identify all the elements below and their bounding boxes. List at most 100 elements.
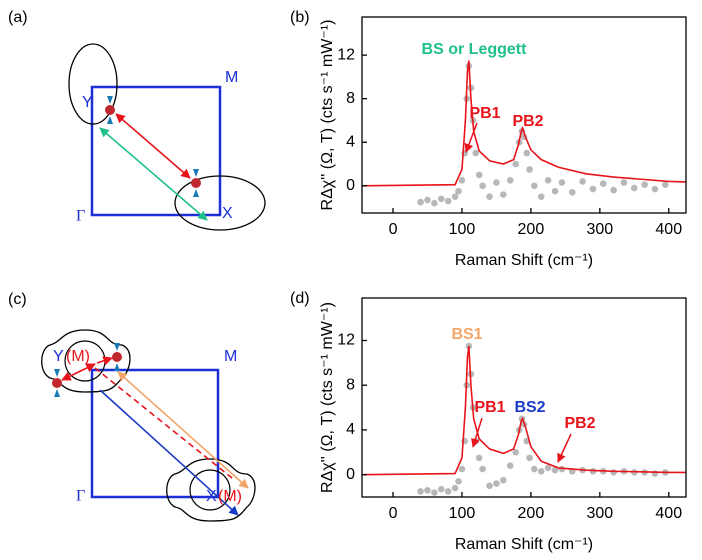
data-point: [551, 466, 559, 474]
data-point: [455, 187, 462, 195]
x-tick-label: 400: [655, 221, 682, 238]
annotation-arrow: [464, 122, 478, 153]
fermi-pocket: [68, 43, 118, 125]
panel-label: (a): [8, 9, 28, 26]
data-point: [500, 476, 507, 484]
point-label: (M): [218, 488, 242, 505]
data-point: [451, 484, 459, 492]
point-label: Γ: [76, 488, 85, 505]
y-axis-label: RΔχ'' (Ω, T) (cts s⁻¹ mW⁻¹): [319, 302, 336, 493]
point-label: M: [225, 69, 238, 86]
data-point: [486, 482, 493, 490]
annotation-arrow: [557, 433, 572, 463]
data-point: [651, 185, 659, 193]
transition-arrow: [99, 127, 208, 221]
panel-label: (c): [8, 291, 27, 308]
annotation-arrow: [471, 417, 483, 448]
data-point: [558, 179, 566, 186]
data-point: [431, 489, 438, 496]
data-point: [479, 465, 486, 473]
data-point: [424, 486, 431, 494]
data-point: [437, 485, 445, 493]
diagram-a: (a) Y M Γ X: [8, 9, 266, 231]
gap-node: [191, 178, 201, 188]
data-point: [512, 448, 520, 456]
data-point: [458, 177, 466, 184]
y-tick-label: 0: [346, 466, 355, 483]
transition-arrow: [61, 363, 96, 381]
x-tick-label: 300: [586, 221, 613, 238]
data-point: [531, 182, 538, 190]
gap-node: [52, 378, 62, 388]
gap-node: [105, 105, 115, 115]
data-point: [537, 467, 545, 475]
panel-label: (b): [290, 9, 310, 26]
annotation: PB1: [474, 399, 505, 416]
data-point: [610, 186, 617, 194]
point-label: Y: [82, 94, 93, 111]
x-tick-label: 0: [389, 505, 398, 522]
transition-arrow: [117, 371, 249, 489]
point-label: M: [224, 348, 237, 365]
transition-arrow: [115, 113, 191, 179]
point-label: Y: [53, 348, 64, 365]
data-point: [475, 171, 483, 179]
data-point: [568, 189, 576, 196]
gap-node: [112, 352, 122, 362]
data-point: [512, 160, 520, 168]
data-point: [424, 196, 431, 204]
data-point: [479, 182, 486, 190]
x-tick-label: 100: [449, 505, 476, 522]
data-point: [544, 464, 552, 472]
data-point: [526, 166, 533, 173]
y-tick-label: 8: [346, 376, 355, 393]
y-axis-label: RΔχ'' (Ω, T) (cts s⁻¹ mW⁻¹): [319, 20, 336, 211]
data-point: [531, 465, 538, 473]
data-point: [620, 179, 628, 186]
y-tick-label: 12: [337, 46, 355, 63]
x-tick-label: 400: [655, 505, 682, 522]
annotation: PB1: [469, 105, 500, 122]
x-axis-label: Raman Shift (cm⁻¹): [455, 252, 593, 269]
data-point: [417, 488, 424, 495]
x-tick-label: 0: [389, 221, 398, 238]
data-point: [506, 462, 514, 469]
diagram-c: (c) Y (M) M Γ X (M): [8, 291, 256, 522]
fermi-pocket: [41, 329, 131, 393]
data-point: [599, 180, 607, 187]
data-point: [486, 193, 493, 200]
data-point: [444, 197, 452, 205]
data-point: [437, 195, 445, 203]
transition-line: [94, 367, 233, 479]
data-point: [537, 193, 545, 200]
charts: 0 100 200 300 400 0 4 8 12 Raman Shift (cm⁻¹) RΔχ'…: [290, 9, 687, 553]
annotation: BS1: [451, 326, 482, 343]
data-point: [551, 187, 559, 195]
data-point: [493, 480, 500, 487]
transition-arrow: [96, 356, 113, 366]
data-point: [579, 178, 586, 185]
x-tick-label: 200: [518, 505, 545, 522]
data-point: [662, 181, 669, 188]
data-point: [523, 149, 531, 157]
data-point: [641, 181, 648, 188]
data-point: [455, 478, 462, 485]
data-point: [610, 469, 617, 476]
data-point: [472, 149, 480, 157]
y-tick-label: 4: [346, 421, 355, 438]
data-point: [493, 179, 500, 186]
point-label: (M): [66, 348, 90, 365]
y-tick-label: 0: [346, 177, 355, 194]
point-label: X: [206, 488, 217, 505]
data-point: [544, 177, 552, 184]
data-point: [451, 193, 459, 200]
point-label: Γ: [76, 208, 85, 225]
data-point: [417, 198, 424, 206]
data-point: [651, 470, 659, 477]
x-tick-label: 100: [449, 221, 476, 238]
data-point: [589, 185, 597, 193]
x-tick-label: 200: [518, 221, 545, 238]
data-point: [500, 191, 507, 198]
x-tick-label: 300: [586, 505, 613, 522]
